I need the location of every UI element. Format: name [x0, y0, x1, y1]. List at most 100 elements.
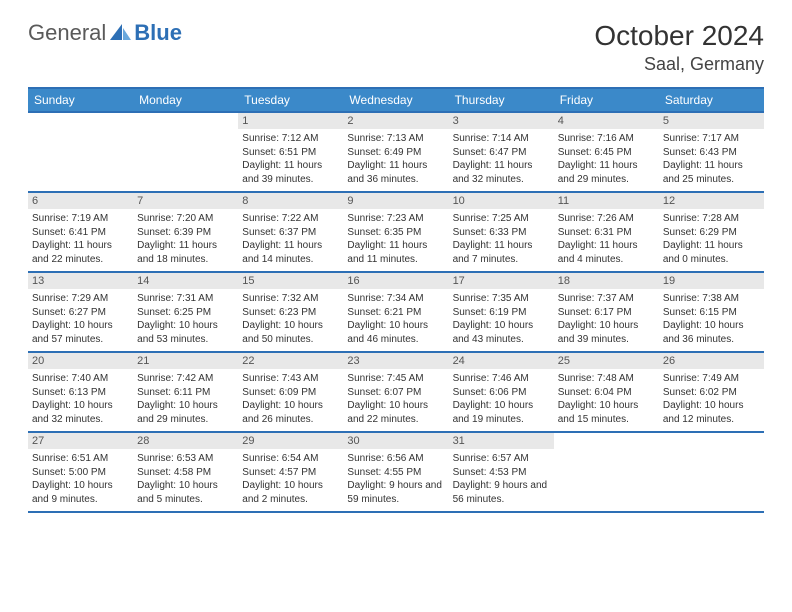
day-number: 15	[238, 273, 343, 289]
day-header: Wednesday	[343, 89, 448, 111]
week-row: 1Sunrise: 7:12 AMSunset: 6:51 PMDaylight…	[28, 113, 764, 193]
sunset-line: Sunset: 4:53 PM	[453, 466, 550, 480]
day-body: Sunrise: 7:22 AMSunset: 6:37 PMDaylight:…	[238, 209, 343, 270]
daylight-line: Daylight: 10 hours and 19 minutes.	[453, 399, 550, 426]
day-header: Friday	[554, 89, 659, 111]
day-number: 7	[133, 193, 238, 209]
sunrise-line: Sunrise: 6:56 AM	[347, 452, 444, 466]
sunrise-line: Sunrise: 7:40 AM	[32, 372, 129, 386]
week-row: 6Sunrise: 7:19 AMSunset: 6:41 PMDaylight…	[28, 193, 764, 273]
day-cell: 13Sunrise: 7:29 AMSunset: 6:27 PMDayligh…	[28, 273, 133, 351]
day-number: 26	[659, 353, 764, 369]
day-body: Sunrise: 6:53 AMSunset: 4:58 PMDaylight:…	[133, 449, 238, 510]
day-number: 16	[343, 273, 448, 289]
day-body: Sunrise: 7:32 AMSunset: 6:23 PMDaylight:…	[238, 289, 343, 350]
empty-day-cell	[554, 433, 659, 511]
day-cell: 27Sunrise: 6:51 AMSunset: 5:00 PMDayligh…	[28, 433, 133, 511]
day-cell: 23Sunrise: 7:45 AMSunset: 6:07 PMDayligh…	[343, 353, 448, 431]
day-cell: 22Sunrise: 7:43 AMSunset: 6:09 PMDayligh…	[238, 353, 343, 431]
logo-text-blue: Blue	[134, 20, 182, 46]
sunrise-line: Sunrise: 7:48 AM	[558, 372, 655, 386]
day-number: 31	[449, 433, 554, 449]
day-number: 30	[343, 433, 448, 449]
daylight-line: Daylight: 11 hours and 29 minutes.	[558, 159, 655, 186]
day-body: Sunrise: 7:19 AMSunset: 6:41 PMDaylight:…	[28, 209, 133, 270]
day-body: Sunrise: 7:13 AMSunset: 6:49 PMDaylight:…	[343, 129, 448, 190]
daylight-line: Daylight: 9 hours and 56 minutes.	[453, 479, 550, 506]
day-body: Sunrise: 7:42 AMSunset: 6:11 PMDaylight:…	[133, 369, 238, 430]
daylight-line: Daylight: 10 hours and 29 minutes.	[137, 399, 234, 426]
day-number: 29	[238, 433, 343, 449]
sunrise-line: Sunrise: 7:46 AM	[453, 372, 550, 386]
day-body: Sunrise: 7:43 AMSunset: 6:09 PMDaylight:…	[238, 369, 343, 430]
day-header: Sunday	[28, 89, 133, 111]
day-number: 19	[659, 273, 764, 289]
day-number: 4	[554, 113, 659, 129]
day-body: Sunrise: 7:25 AMSunset: 6:33 PMDaylight:…	[449, 209, 554, 270]
daylight-line: Daylight: 10 hours and 2 minutes.	[242, 479, 339, 506]
daylight-line: Daylight: 11 hours and 25 minutes.	[663, 159, 760, 186]
sunrise-line: Sunrise: 7:13 AM	[347, 132, 444, 146]
day-number: 17	[449, 273, 554, 289]
sunset-line: Sunset: 6:17 PM	[558, 306, 655, 320]
day-cell: 31Sunrise: 6:57 AMSunset: 4:53 PMDayligh…	[449, 433, 554, 511]
day-body: Sunrise: 7:35 AMSunset: 6:19 PMDaylight:…	[449, 289, 554, 350]
day-number: 8	[238, 193, 343, 209]
sunset-line: Sunset: 6:04 PM	[558, 386, 655, 400]
day-number: 9	[343, 193, 448, 209]
weeks-container: 1Sunrise: 7:12 AMSunset: 6:51 PMDaylight…	[28, 113, 764, 513]
day-cell: 24Sunrise: 7:46 AMSunset: 6:06 PMDayligh…	[449, 353, 554, 431]
day-cell: 12Sunrise: 7:28 AMSunset: 6:29 PMDayligh…	[659, 193, 764, 271]
day-number: 14	[133, 273, 238, 289]
daylight-line: Daylight: 11 hours and 0 minutes.	[663, 239, 760, 266]
sunrise-line: Sunrise: 7:14 AM	[453, 132, 550, 146]
logo: General Blue	[28, 20, 182, 46]
sunset-line: Sunset: 6:11 PM	[137, 386, 234, 400]
sunset-line: Sunset: 6:07 PM	[347, 386, 444, 400]
sunrise-line: Sunrise: 6:51 AM	[32, 452, 129, 466]
day-cell: 3Sunrise: 7:14 AMSunset: 6:47 PMDaylight…	[449, 113, 554, 191]
daylight-line: Daylight: 10 hours and 39 minutes.	[558, 319, 655, 346]
logo-sail-icon	[110, 24, 132, 42]
sunset-line: Sunset: 4:58 PM	[137, 466, 234, 480]
day-cell: 21Sunrise: 7:42 AMSunset: 6:11 PMDayligh…	[133, 353, 238, 431]
day-body: Sunrise: 7:17 AMSunset: 6:43 PMDaylight:…	[659, 129, 764, 190]
day-body: Sunrise: 7:28 AMSunset: 6:29 PMDaylight:…	[659, 209, 764, 270]
sunset-line: Sunset: 6:33 PM	[453, 226, 550, 240]
sunrise-line: Sunrise: 7:38 AM	[663, 292, 760, 306]
daylight-line: Daylight: 11 hours and 7 minutes.	[453, 239, 550, 266]
sunrise-line: Sunrise: 7:43 AM	[242, 372, 339, 386]
day-cell: 18Sunrise: 7:37 AMSunset: 6:17 PMDayligh…	[554, 273, 659, 351]
day-number: 24	[449, 353, 554, 369]
day-body: Sunrise: 6:54 AMSunset: 4:57 PMDaylight:…	[238, 449, 343, 510]
sunset-line: Sunset: 6:27 PM	[32, 306, 129, 320]
sunset-line: Sunset: 6:02 PM	[663, 386, 760, 400]
day-header: Tuesday	[238, 89, 343, 111]
daylight-line: Daylight: 10 hours and 5 minutes.	[137, 479, 234, 506]
sunrise-line: Sunrise: 7:17 AM	[663, 132, 760, 146]
sunset-line: Sunset: 6:47 PM	[453, 146, 550, 160]
day-cell: 6Sunrise: 7:19 AMSunset: 6:41 PMDaylight…	[28, 193, 133, 271]
daylight-line: Daylight: 10 hours and 57 minutes.	[32, 319, 129, 346]
sunrise-line: Sunrise: 7:19 AM	[32, 212, 129, 226]
day-cell: 8Sunrise: 7:22 AMSunset: 6:37 PMDaylight…	[238, 193, 343, 271]
day-cell: 5Sunrise: 7:17 AMSunset: 6:43 PMDaylight…	[659, 113, 764, 191]
daylight-line: Daylight: 10 hours and 50 minutes.	[242, 319, 339, 346]
daylight-line: Daylight: 11 hours and 4 minutes.	[558, 239, 655, 266]
day-cell: 26Sunrise: 7:49 AMSunset: 6:02 PMDayligh…	[659, 353, 764, 431]
day-body: Sunrise: 7:16 AMSunset: 6:45 PMDaylight:…	[554, 129, 659, 190]
daylight-line: Daylight: 10 hours and 46 minutes.	[347, 319, 444, 346]
sunrise-line: Sunrise: 7:28 AM	[663, 212, 760, 226]
day-cell: 25Sunrise: 7:48 AMSunset: 6:04 PMDayligh…	[554, 353, 659, 431]
empty-day-cell	[133, 113, 238, 191]
sunrise-line: Sunrise: 7:22 AM	[242, 212, 339, 226]
day-cell: 9Sunrise: 7:23 AMSunset: 6:35 PMDaylight…	[343, 193, 448, 271]
day-body: Sunrise: 7:46 AMSunset: 6:06 PMDaylight:…	[449, 369, 554, 430]
day-cell: 17Sunrise: 7:35 AMSunset: 6:19 PMDayligh…	[449, 273, 554, 351]
daylight-line: Daylight: 11 hours and 36 minutes.	[347, 159, 444, 186]
day-body: Sunrise: 7:34 AMSunset: 6:21 PMDaylight:…	[343, 289, 448, 350]
daylight-line: Daylight: 10 hours and 53 minutes.	[137, 319, 234, 346]
day-cell: 19Sunrise: 7:38 AMSunset: 6:15 PMDayligh…	[659, 273, 764, 351]
daylight-line: Daylight: 11 hours and 11 minutes.	[347, 239, 444, 266]
logo-text-general: General	[28, 20, 106, 46]
